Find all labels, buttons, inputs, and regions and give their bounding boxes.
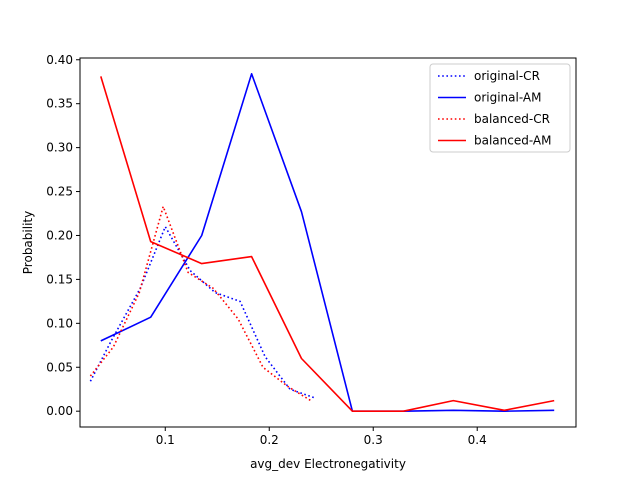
y-tick-label: 0.25	[46, 185, 73, 199]
y-tick-label: 0.15	[46, 272, 73, 286]
x-tick-label: 0.2	[260, 433, 279, 447]
x-tick-label: 0.3	[364, 433, 383, 447]
y-tick-label: 0.00	[46, 404, 73, 418]
legend-entry-label: original-AM	[474, 91, 541, 105]
x-tick-label: 0.4	[468, 433, 487, 447]
y-tick-label: 0.10	[46, 316, 73, 330]
y-tick-label: 0.20	[46, 228, 73, 242]
series-line-balanced-CR	[89, 205, 312, 402]
y-axis: 0.00 0.05 0.10 0.15 0.20 0.25 0.30 0.35 0.40	[46, 53, 80, 418]
y-tick-label: 0.35	[46, 97, 73, 111]
series-line-original-AM	[100, 73, 555, 413]
y-axis-label: Probability	[21, 211, 35, 274]
series-line-balanced-AM	[100, 76, 555, 413]
x-axis-label: avg_dev Electronegativity	[250, 457, 406, 471]
legend-entry-label: balanced-AM	[474, 134, 552, 148]
plot-area-frame	[79, 57, 577, 428]
legend: original-CR original-AM balanced-CR balance…	[429, 63, 571, 153]
legend-entry-label: original-CR	[474, 69, 540, 83]
y-tick-label: 0.40	[46, 53, 73, 67]
plot-lines	[89, 73, 555, 413]
legend-entry-label: balanced-CR	[474, 112, 550, 126]
y-tick-label: 0.05	[46, 360, 73, 374]
legend-box	[429, 63, 571, 153]
x-axis: 0.1 0.2 0.3 0.4	[156, 427, 487, 447]
series-line-original-CR	[89, 225, 316, 399]
y-tick-label: 0.30	[46, 141, 73, 155]
x-tick-label: 0.1	[156, 433, 175, 447]
